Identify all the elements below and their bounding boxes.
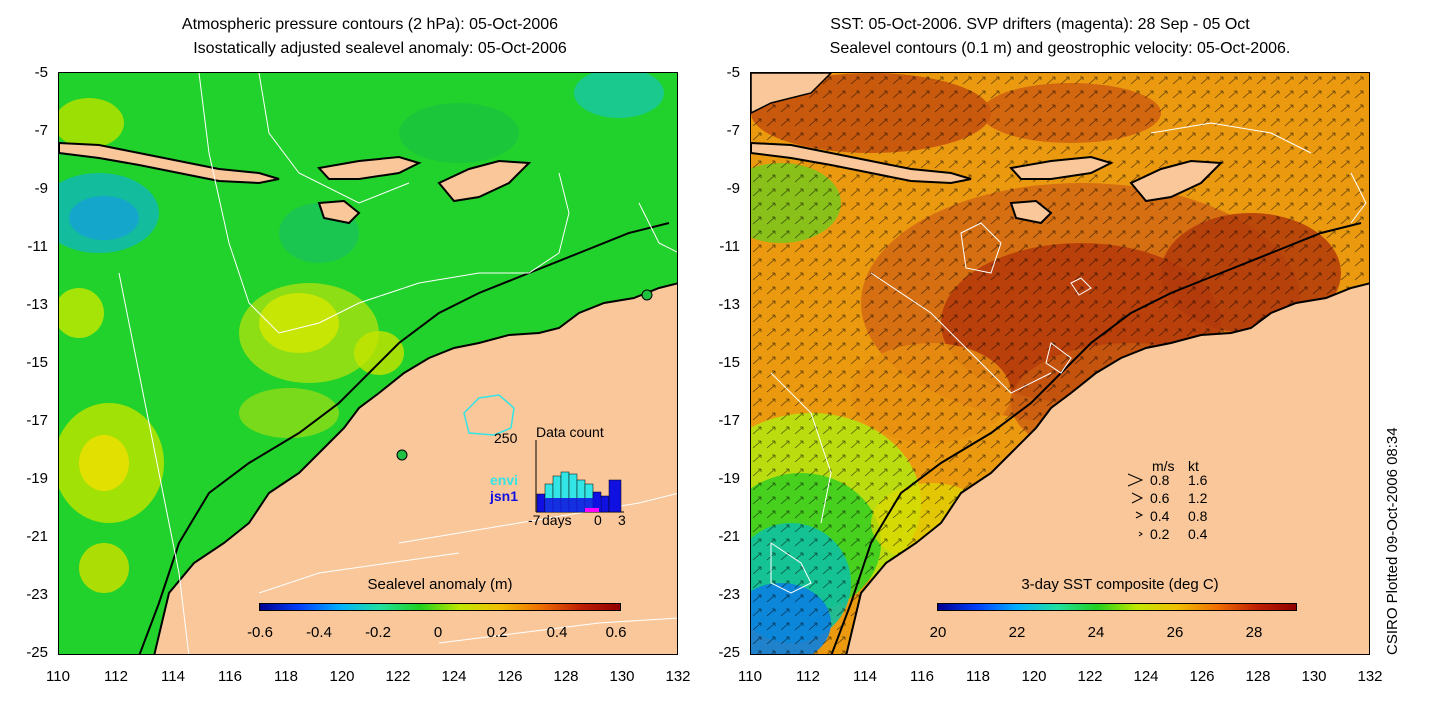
right-y-tick: -7 xyxy=(726,122,740,139)
inset-x-end: 3 xyxy=(618,512,626,528)
right-cbar-tick: 22 xyxy=(1008,624,1026,641)
right-y-tick: -17 xyxy=(718,412,740,429)
inset-label-250: 250 xyxy=(494,430,518,446)
credit-text: CSIRO Plotted 09-Oct-2006 08:34 xyxy=(1384,427,1401,655)
right-y-tick: -5 xyxy=(726,64,740,81)
right-x-tick: 114 xyxy=(853,668,877,685)
left-x-tick: 118 xyxy=(274,668,298,685)
right-map-graphics xyxy=(751,73,1369,654)
inset-series-envi: envi xyxy=(490,472,519,488)
right-y-tick: -21 xyxy=(718,528,740,545)
right-x-tick: 112 xyxy=(796,668,820,685)
left-cbar-tick: -0.2 xyxy=(365,624,391,641)
left-title-line1: Atmospheric pressure contours (2 hPa): 0… xyxy=(181,16,559,33)
left-x-tick: 128 xyxy=(553,668,579,685)
right-x-tick: 122 xyxy=(1077,668,1103,685)
left-cbar-tick: -0.4 xyxy=(306,624,332,641)
right-title-line1: SST: 05-Oct-2006. SVP drifters (magenta)… xyxy=(830,16,1250,33)
left-map-sealevel xyxy=(58,72,678,655)
left-y-tick: -5 xyxy=(34,64,48,81)
left-y-tick: -15 xyxy=(26,354,48,371)
right-cbar-tick: 20 xyxy=(929,624,947,641)
right-y-tick: -19 xyxy=(718,470,740,487)
left-y-tick: -19 xyxy=(26,470,48,487)
right-cbar-tick: 24 xyxy=(1087,624,1105,641)
right-colorbar-title: 3-day SST composite (deg C) xyxy=(1021,576,1219,593)
velocity-legend-row-kt: 0.4 xyxy=(1188,526,1208,542)
left-x-tick: 110 xyxy=(46,668,70,685)
inset-title: Data count xyxy=(536,424,604,440)
left-x-tick: 122 xyxy=(385,668,411,685)
left-y-tick: -17 xyxy=(26,412,48,429)
inset-x-days: days xyxy=(542,512,572,528)
left-title-line2: Isostatically adjusted sealevel anomaly:… xyxy=(193,40,567,57)
velocity-legend-row-kt: 0.8 xyxy=(1188,508,1208,524)
velocity-legend-header-kt: kt xyxy=(1188,458,1199,474)
left-x-tick: 120 xyxy=(329,668,355,685)
velocity-legend-row-ms: 0.6 xyxy=(1150,490,1170,506)
left-cbar-tick: -0.6 xyxy=(247,624,273,641)
right-x-tick: 126 xyxy=(1189,668,1215,685)
right-title-line2: Sealevel contours (0.1 m) and geostrophi… xyxy=(829,40,1291,57)
left-x-tick: 112 xyxy=(104,668,128,685)
velocity-legend-row-ms: 0.2 xyxy=(1150,526,1170,542)
right-colorbar xyxy=(937,603,1297,611)
right-y-tick: -23 xyxy=(718,586,740,603)
left-y-tick: -9 xyxy=(34,180,48,197)
left-cbar-tick: 0.6 xyxy=(605,624,627,641)
left-x-tick: 114 xyxy=(161,668,185,685)
right-x-tick: 116 xyxy=(910,668,934,685)
velocity-legend-header-ms: m/s xyxy=(1152,458,1175,474)
right-x-tick: 110 xyxy=(738,668,762,685)
left-y-tick: -23 xyxy=(26,586,48,603)
right-x-tick: 132 xyxy=(1357,668,1383,685)
velocity-legend-row-ms: 0.8 xyxy=(1150,472,1170,488)
right-x-tick: 128 xyxy=(1245,668,1271,685)
right-y-tick: -11 xyxy=(719,238,740,255)
right-y-tick: -13 xyxy=(718,296,740,313)
left-x-tick: 126 xyxy=(497,668,523,685)
right-map-sst xyxy=(750,72,1370,655)
right-y-tick: -15 xyxy=(718,354,740,371)
right-cbar-tick: 28 xyxy=(1245,624,1263,641)
right-x-tick: 118 xyxy=(966,668,990,685)
right-y-tick: -25 xyxy=(718,644,740,661)
left-colorbar xyxy=(259,603,621,611)
velocity-legend-row-kt: 1.2 xyxy=(1188,490,1208,506)
left-y-tick: -11 xyxy=(27,238,48,255)
velocity-legend-row-ms: 0.4 xyxy=(1150,508,1170,524)
right-x-tick: 120 xyxy=(1021,668,1047,685)
left-x-tick: 130 xyxy=(609,668,635,685)
left-x-tick: 132 xyxy=(665,668,691,685)
right-x-tick: 130 xyxy=(1301,668,1327,685)
right-cbar-tick: 26 xyxy=(1166,624,1184,641)
right-y-tick: -9 xyxy=(726,180,740,197)
left-y-tick: -21 xyxy=(26,528,48,545)
inset-x-start: -7 xyxy=(528,512,541,528)
inset-series-jsn1: jsn1 xyxy=(490,488,519,504)
left-y-tick: -7 xyxy=(34,122,48,139)
left-cbar-tick: 0 xyxy=(433,624,443,641)
left-cbar-tick: 0.4 xyxy=(546,624,568,641)
left-x-tick: 116 xyxy=(218,668,242,685)
left-y-tick: -13 xyxy=(26,296,48,313)
right-x-tick: 124 xyxy=(1133,668,1159,685)
left-y-tick: -25 xyxy=(26,644,48,661)
velocity-legend-row-kt: 1.6 xyxy=(1188,472,1208,488)
left-colorbar-title: Sealevel anomaly (m) xyxy=(367,576,513,593)
left-cbar-tick: 0.2 xyxy=(486,624,508,641)
left-map-graphics xyxy=(59,73,677,654)
left-x-tick: 124 xyxy=(441,668,467,685)
inset-x-zero: 0 xyxy=(594,512,602,528)
